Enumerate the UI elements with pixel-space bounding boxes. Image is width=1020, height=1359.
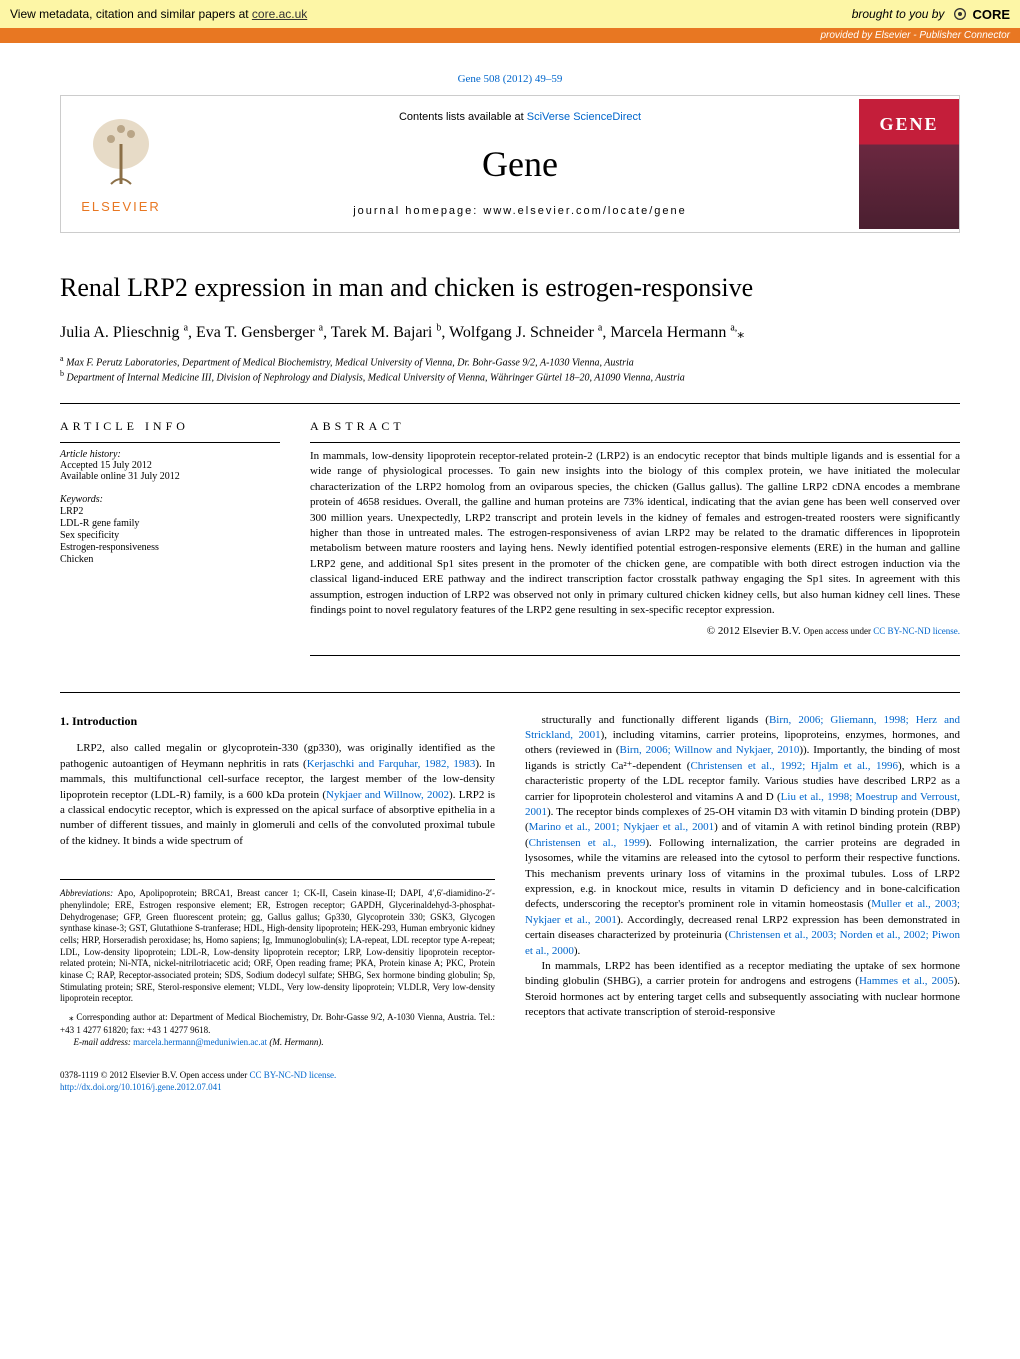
elsevier-text: ELSEVIER [81,199,161,214]
citation-header: Gene 508 (2012) 49–59 [60,73,960,85]
body-columns: 1. Introduction LRP2, also called megali… [60,713,960,1094]
info-abstract-row: article info Article history: Accepted 1… [60,419,960,662]
core-logo[interactable]: CORE [952,6,1010,22]
intro-paragraph: LRP2, also called megalin or glycoprotei… [60,741,495,849]
author-list: Julia A. Plieschnig a, Eva T. Gensberger… [60,324,737,341]
keyword: Chicken [60,554,280,565]
accepted-date: Accepted 15 July 2012 [60,460,280,471]
intro-paragraph: In mammals, LRP2 has been identified as … [525,959,960,1021]
body-col-right: structurally and functionally different … [525,713,960,1094]
intro-paragraph: structurally and functionally different … [525,713,960,959]
journal-homepage: journal homepage: www.elsevier.com/locat… [196,205,844,217]
keyword: LDL-R gene family [60,518,280,529]
introduction-heading: 1. Introduction [60,713,495,730]
journal-center: Contents lists available at SciVerse Sci… [181,96,859,232]
info-divider [310,442,960,443]
doi-link[interactable]: http://dx.doi.org/10.1016/j.gene.2012.07… [60,1082,222,1092]
core-banner-text: View metadata, citation and similar pape… [10,7,252,21]
abbreviations-text: Apo, Apolipoprotein; BRCA1, Breast cance… [60,888,495,1003]
journal-title: Gene [196,143,844,185]
core-icon [952,6,968,22]
elsevier-logo[interactable]: ELSEVIER [61,99,181,229]
elsevier-tree-icon [86,114,156,194]
keywords-label: Keywords: [60,494,280,505]
brought-to-you: brought to you by [852,7,945,21]
core-banner: View metadata, citation and similar pape… [0,0,1020,28]
keyword: Sex specificity [60,530,280,541]
corresponding-author: ⁎ Corresponding author at: Department of… [60,1011,495,1036]
keywords-list: LRP2 LDL-R gene family Sex specificity E… [60,506,280,565]
article-info-heading: article info [60,419,280,434]
core-link[interactable]: core.ac.uk [252,7,307,21]
footer-copyright: 0378-1119 © 2012 Elsevier B.V. Open acce… [60,1069,495,1082]
license-link[interactable]: CC BY-NC-ND license. [873,626,960,636]
info-divider [310,655,960,656]
contents-list: Contents lists available at SciVerse Sci… [196,111,844,123]
authors: Julia A. Plieschnig a, Eva T. Gensberger… [60,323,960,342]
online-date: Available online 31 July 2012 [60,471,280,482]
journal-header: ELSEVIER Contents lists available at Sci… [60,95,960,233]
corresponding-star-icon: ⁎ [737,326,744,341]
info-divider [60,442,280,443]
homepage-url[interactable]: www.elsevier.com/locate/gene [483,205,686,217]
email-link[interactable]: marcela.hermann@meduniwien.ac.at [133,1037,267,1047]
affiliation-a: a Max F. Perutz Laboratories, Department… [60,354,960,368]
abstract-heading: abstract [310,419,960,434]
paper-container: Gene 508 (2012) 49–59 ELSEVIER Contents … [0,43,1020,1124]
core-banner-left: View metadata, citation and similar pape… [10,7,307,21]
affiliation-b: b Department of Internal Medicine III, D… [60,369,960,383]
affiliations: a Max F. Perutz Laboratories, Department… [60,354,960,383]
journal-cover[interactable]: GENE [859,99,959,229]
citation-link[interactable]: Gene 508 (2012) 49–59 [458,73,563,85]
abbreviations: Abbreviations: Apo, Apolipoprotein; BRCA… [60,879,495,1005]
abbreviations-label: Abbreviations: [60,888,118,898]
footer: 0378-1119 © 2012 Elsevier B.V. Open acce… [60,1069,495,1094]
sciencedirect-link[interactable]: SciVerse ScienceDirect [527,111,641,123]
keyword: LRP2 [60,506,280,517]
article-title: Renal LRP2 expression in man and chicken… [60,273,960,303]
article-info: article info Article history: Accepted 1… [60,419,280,662]
keyword: Estrogen-responsiveness [60,542,280,553]
footer-license-link[interactable]: CC BY-NC-ND license. [249,1070,336,1080]
email-line: E-mail address: marcela.hermann@meduniwi… [60,1036,495,1049]
abstract-copyright: © 2012 Elsevier B.V. Open access under C… [310,624,960,639]
history-label: Article history: [60,449,280,460]
core-banner-right: brought to you by CORE [852,6,1010,22]
abstract-column: abstract In mammals, low-density lipopro… [310,419,960,662]
abstract-text: In mammals, low-density lipoprotein rece… [310,449,960,640]
article-history: Article history: Accepted 15 July 2012 A… [60,449,280,482]
body-col-left: 1. Introduction LRP2, also called megali… [60,713,495,1094]
keywords-block: Keywords: LRP2 LDL-R gene family Sex spe… [60,494,280,565]
divider [60,403,960,404]
journal-cover-title: GENE [879,114,938,135]
full-divider [60,692,960,693]
provided-bar: provided by Elsevier - Publisher Connect… [0,28,1020,43]
